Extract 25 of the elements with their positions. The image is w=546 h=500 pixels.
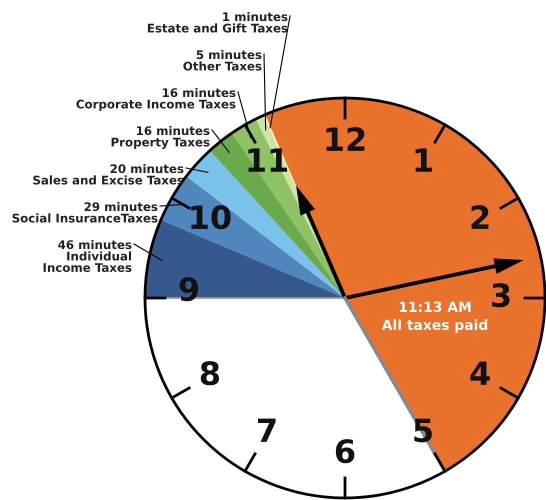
text: 3	[492, 283, 510, 308]
data-label: 16 minutes	[162, 88, 236, 98]
text: 8	[200, 361, 220, 386]
data-label: 1 minutes	[223, 12, 288, 22]
data-label: 16 minutes	[136, 126, 210, 136]
slice-label: Property Taxes	[112, 138, 210, 149]
text: 9	[180, 277, 198, 302]
slice-label: Corporate Income Taxes	[76, 100, 236, 111]
text: 11:13 AM	[400, 302, 471, 312]
data-label: 29 minutes	[84, 202, 158, 212]
text: All taxes paid	[382, 319, 488, 333]
text: 12	[326, 127, 364, 151]
text: 4	[470, 362, 490, 385]
text: 1	[415, 148, 432, 172]
slice-label: Individual Income Taxes	[44, 251, 132, 272]
text: 2	[472, 205, 488, 229]
data-label: 20 minutes	[110, 164, 184, 174]
data-label: 5 minutes	[196, 50, 262, 60]
slice-label: Other Taxes	[183, 61, 262, 71]
text: 7	[258, 418, 276, 442]
slice-label: Social InsuranceTaxes	[12, 213, 158, 223]
text: 10	[191, 205, 231, 230]
slice-label: Estate and Gift Taxes	[148, 23, 288, 33]
data-label: 46 minutes	[58, 240, 132, 250]
text: 6	[336, 439, 354, 464]
